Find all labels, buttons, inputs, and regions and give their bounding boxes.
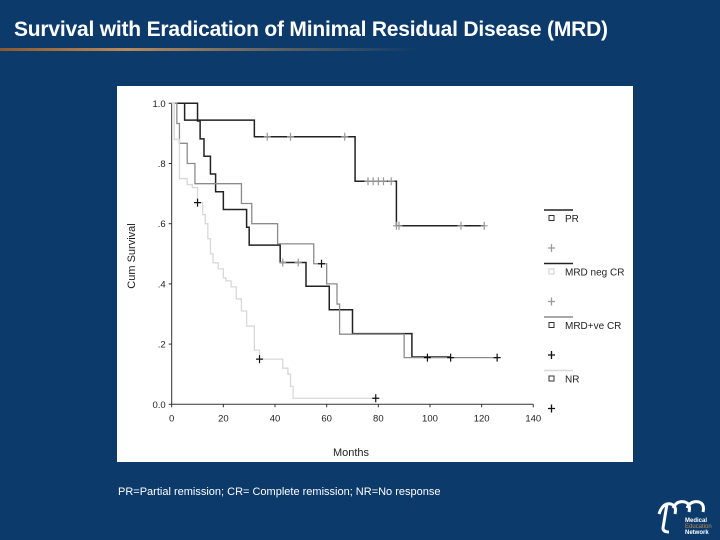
y-tick-label: .4 [158,279,166,290]
legend-label: PR [565,214,579,225]
slide-title: Survival with Eradication of Minimal Res… [14,18,608,41]
censor-mark [256,355,264,364]
y-tick-label: 1.0 [152,99,165,110]
legend-censor-icon [548,404,555,413]
x-tick-label: 100 [422,413,438,424]
legend-label: NR [565,375,579,386]
chart-svg: 0 20 40 60 80 100 120 140 0.0 .2 .4 .6 .8 1.0 Months Cu… [126,99,624,459]
censor-mark [294,258,302,267]
y-tick-label: 0.0 [152,400,165,411]
x-tick-label: 20 [218,413,229,424]
x-tick-label: 40 [270,413,281,424]
x-axis-label: Months [333,447,370,459]
y-tick-label: .2 [158,340,166,351]
x-tick-label: 60 [321,413,332,424]
y-tick-label: .8 [158,159,166,170]
y-axis-label: Cum Survival [126,223,138,288]
censor-mark [194,198,202,207]
censor-mark [279,258,287,267]
legend-censor-icon [548,351,555,359]
censor-mark [379,177,387,186]
x-tick-label: 80 [373,413,384,424]
medical-education-network-logo: Medical Education Network [657,500,712,536]
censor-mark [341,132,349,141]
censor-mark [493,353,501,362]
survival-chart: 0 20 40 60 80 100 120 140 0.0 .2 .4 .6 .8 1.0 Months Cu… [117,86,633,462]
censor-mark [395,221,403,230]
censor-mark [457,221,465,230]
svg-text:Education: Education [685,524,712,530]
svg-text:Network: Network [685,530,709,536]
y-tick-label: .6 [158,219,166,230]
legend-marker [548,268,555,275]
censor-mark [287,132,295,141]
censor-mark [447,353,455,362]
censor-mark [423,353,431,362]
legend-censor-icon [548,297,555,306]
survival-curve-pr [171,102,485,227]
censor-mark [480,221,488,230]
censor-mark [263,132,271,141]
censor-mark [372,394,380,403]
survival-curve-nr [171,102,376,399]
censor-mark [318,259,326,268]
survival-curve-mrd-neg-cr [171,102,451,358]
legend-label: MRD+ve CR [565,321,621,332]
x-tick-label: 120 [474,413,490,424]
legend-label: MRD neg CR [565,268,624,279]
legend-marker [548,215,555,221]
survival-curve-mrd-ve-cr [171,102,498,359]
x-tick-label: 0 [169,413,174,424]
footnote: PR=Partial remission; CR= Complete remis… [118,486,441,498]
legend-marker [548,375,555,382]
legend-marker [548,322,555,328]
svg-text:Medical: Medical [685,518,707,524]
legend-censor-icon [548,244,555,252]
title-underline [0,48,420,51]
x-tick-label: 140 [525,413,541,424]
censor-mark [387,177,395,186]
